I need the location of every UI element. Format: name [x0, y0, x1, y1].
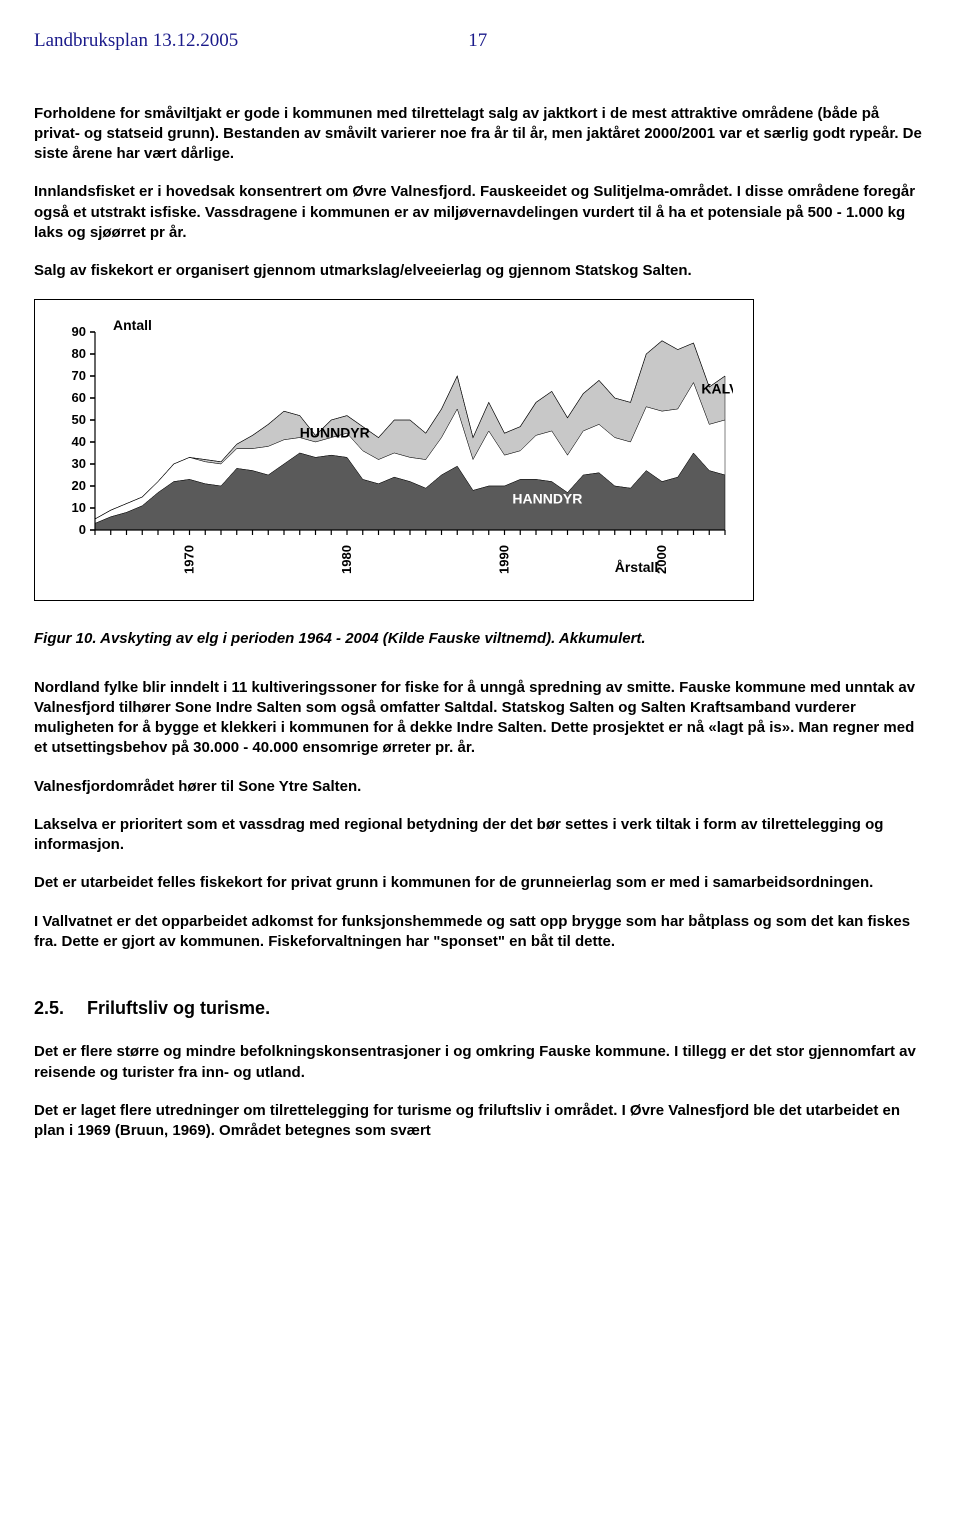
svg-text:Antall: Antall [113, 318, 152, 333]
doc-title: Landbruksplan 13.12.2005 [34, 28, 238, 54]
svg-text:1970: 1970 [182, 545, 197, 574]
svg-text:30: 30 [72, 456, 86, 471]
paragraph-1: Forholdene for småviltjakt er gode i kom… [34, 104, 926, 165]
paragraph-8: I Vallvatnet er det opparbeidet adkomst … [34, 912, 926, 953]
page-number: 17 [468, 28, 487, 54]
svg-text:80: 80 [72, 346, 86, 361]
svg-text:1980: 1980 [339, 545, 354, 574]
paragraph-10: Det er laget flere utredninger om tilret… [34, 1101, 926, 1142]
paragraph-9: Det er flere større og mindre befolkning… [34, 1042, 926, 1083]
paragraph-3: Salg av fiskekort er organisert gjennom … [34, 261, 926, 281]
svg-text:70: 70 [72, 368, 86, 383]
svg-text:40: 40 [72, 434, 86, 449]
svg-text:50: 50 [72, 412, 86, 427]
svg-text:20: 20 [72, 478, 86, 493]
paragraph-6: Lakselva er prioritert som et vassdrag m… [34, 815, 926, 856]
svg-text:0: 0 [79, 522, 86, 537]
svg-text:HUNNDYR: HUNNDYR [300, 425, 370, 441]
page-header: Landbruksplan 13.12.2005 17 [34, 28, 926, 54]
section-heading: 2.5. Friluftsliv og turisme. [34, 996, 926, 1020]
svg-text:90: 90 [72, 324, 86, 339]
svg-text:Årstall: Årstall [615, 559, 659, 575]
elg-chart: 01020304050607080901970198019902000Antal… [57, 318, 733, 588]
chart-container: 01020304050607080901970198019902000Antal… [34, 299, 754, 601]
svg-text:HANNDYR: HANNDYR [512, 491, 582, 507]
section-title: Friluftsliv og turisme. [87, 998, 270, 1018]
paragraph-5: Valnesfjordområdet hører til Sone Ytre S… [34, 777, 926, 797]
svg-text:1990: 1990 [497, 545, 512, 574]
paragraph-4: Nordland fylke blir inndelt i 11 kultive… [34, 678, 926, 759]
figure-caption: Figur 10. Avskyting av elg i perioden 19… [34, 629, 926, 649]
svg-text:60: 60 [72, 390, 86, 405]
svg-text:KALV: KALV [701, 381, 733, 397]
paragraph-2: Innlandsfisket er i hovedsak konsentrert… [34, 182, 926, 243]
paragraph-7: Det er utarbeidet felles fiskekort for p… [34, 873, 926, 893]
section-number: 2.5. [34, 998, 64, 1018]
svg-text:10: 10 [72, 500, 86, 515]
